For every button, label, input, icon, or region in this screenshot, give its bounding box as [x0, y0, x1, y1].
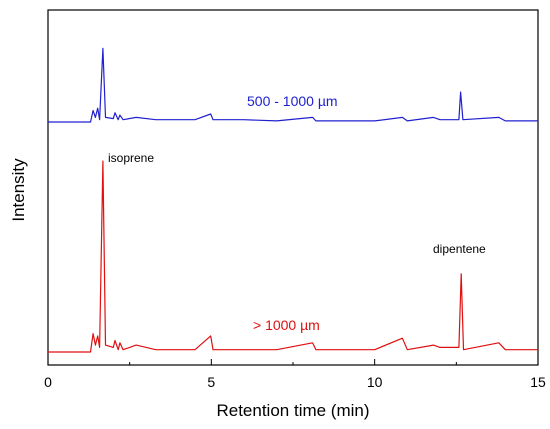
x-tick-label: 5: [207, 374, 215, 390]
y-axis-title: Intensity: [9, 158, 28, 222]
plot-frame: [47, 9, 539, 366]
x-tick-label: 0: [44, 374, 52, 390]
series-label-lower: > 1000 µm: [253, 317, 320, 333]
series-line-1: [48, 160, 538, 353]
x-tick-label: 10: [367, 374, 383, 390]
series-lines: [48, 47, 538, 353]
x-axis-title: Retention time (min): [216, 401, 369, 420]
annotation-isoprene: isoprene: [108, 151, 154, 165]
x-tick-label: 15: [530, 374, 546, 390]
x-axis-tick-labels: 0 5 10 15: [44, 374, 546, 390]
series-line-0: [48, 47, 538, 123]
series-label-upper: 500 - 1000 µm: [247, 93, 338, 109]
x-axis-ticks: [47, 359, 539, 365]
annotation-dipentene: dipentene: [433, 242, 486, 256]
